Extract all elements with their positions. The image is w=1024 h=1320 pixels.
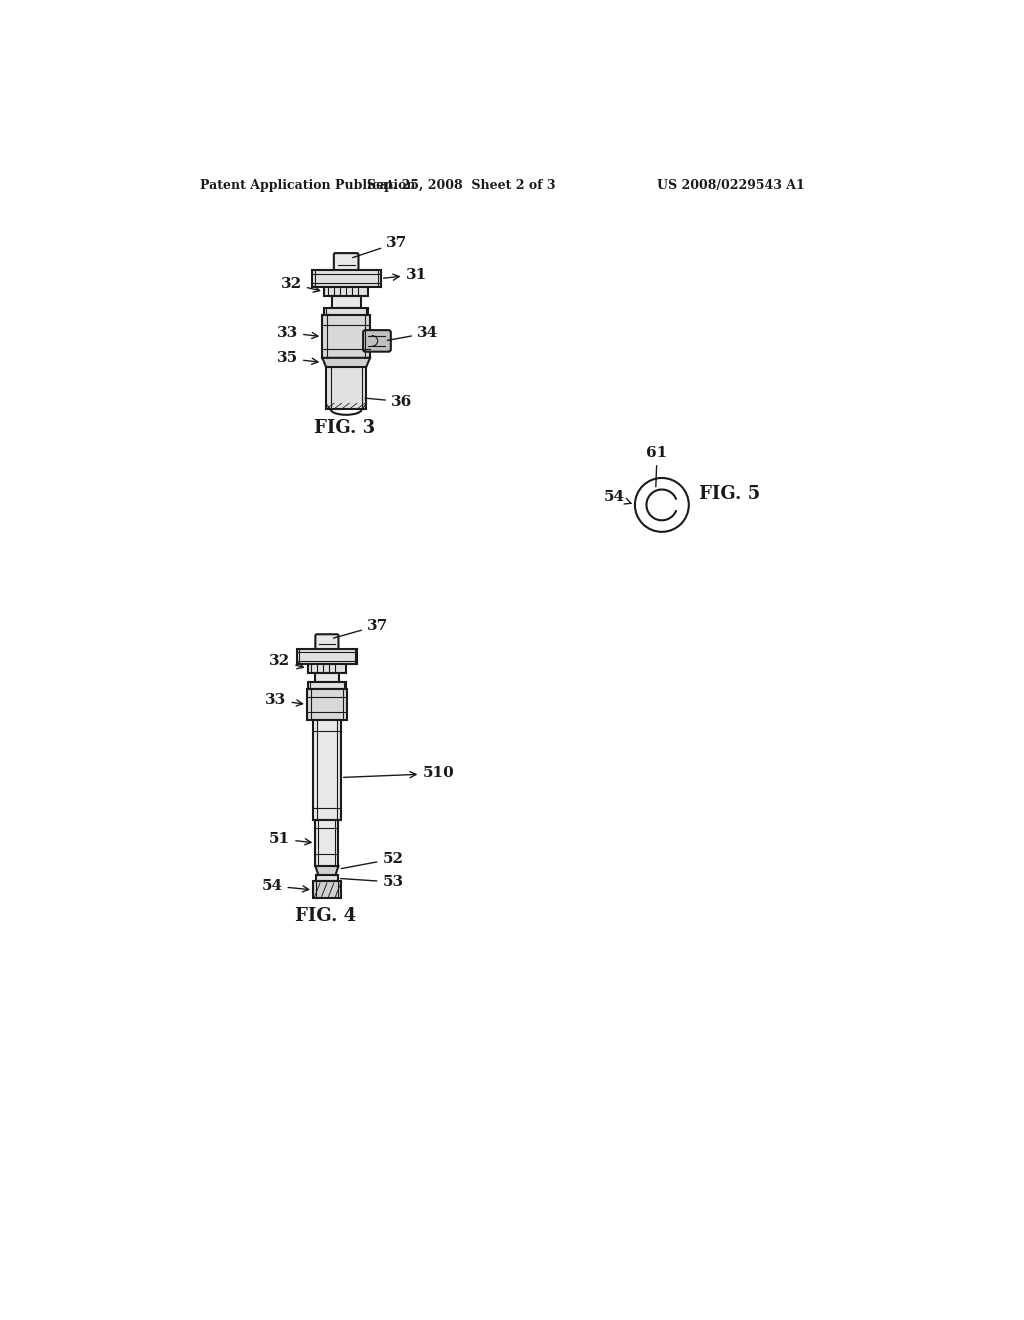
Polygon shape — [323, 358, 370, 367]
Bar — [324, 308, 369, 315]
Bar — [297, 649, 357, 664]
Polygon shape — [315, 866, 339, 875]
Text: Sep. 25, 2008  Sheet 2 of 3: Sep. 25, 2008 Sheet 2 of 3 — [368, 178, 556, 191]
Text: 53: 53 — [340, 875, 403, 890]
Bar — [323, 315, 370, 358]
Text: 54: 54 — [261, 879, 309, 892]
Text: FIG. 3: FIG. 3 — [313, 418, 375, 437]
FancyBboxPatch shape — [364, 330, 391, 351]
Text: 37: 37 — [352, 236, 408, 257]
Bar — [307, 664, 346, 673]
Text: Patent Application Publication: Patent Application Publication — [200, 178, 416, 191]
Text: 32: 32 — [269, 653, 303, 669]
Bar — [314, 673, 339, 682]
Bar — [324, 286, 369, 296]
Bar — [311, 271, 381, 286]
Text: 32: 32 — [281, 277, 319, 292]
Text: 52: 52 — [341, 851, 403, 869]
Text: 51: 51 — [269, 832, 311, 846]
Text: 61: 61 — [646, 446, 668, 487]
Text: 36: 36 — [366, 395, 412, 409]
Text: 33: 33 — [276, 326, 318, 339]
Bar — [307, 682, 346, 689]
Bar — [332, 296, 360, 308]
FancyBboxPatch shape — [334, 253, 358, 271]
Text: 54: 54 — [604, 490, 631, 504]
Text: 35: 35 — [276, 351, 318, 366]
Text: 33: 33 — [265, 693, 303, 708]
FancyBboxPatch shape — [315, 635, 339, 649]
Bar — [315, 820, 339, 866]
Text: 34: 34 — [387, 326, 438, 341]
Text: 37: 37 — [334, 619, 388, 638]
Text: US 2008/0229543 A1: US 2008/0229543 A1 — [657, 178, 805, 191]
Text: FIG. 4: FIG. 4 — [295, 907, 355, 925]
Bar — [313, 719, 341, 820]
Bar — [307, 689, 347, 719]
Text: 510: 510 — [343, 767, 455, 780]
Bar — [313, 882, 341, 899]
Bar — [326, 367, 367, 409]
Text: 31: 31 — [384, 268, 427, 281]
Bar — [316, 875, 338, 882]
Text: FIG. 5: FIG. 5 — [698, 484, 760, 503]
